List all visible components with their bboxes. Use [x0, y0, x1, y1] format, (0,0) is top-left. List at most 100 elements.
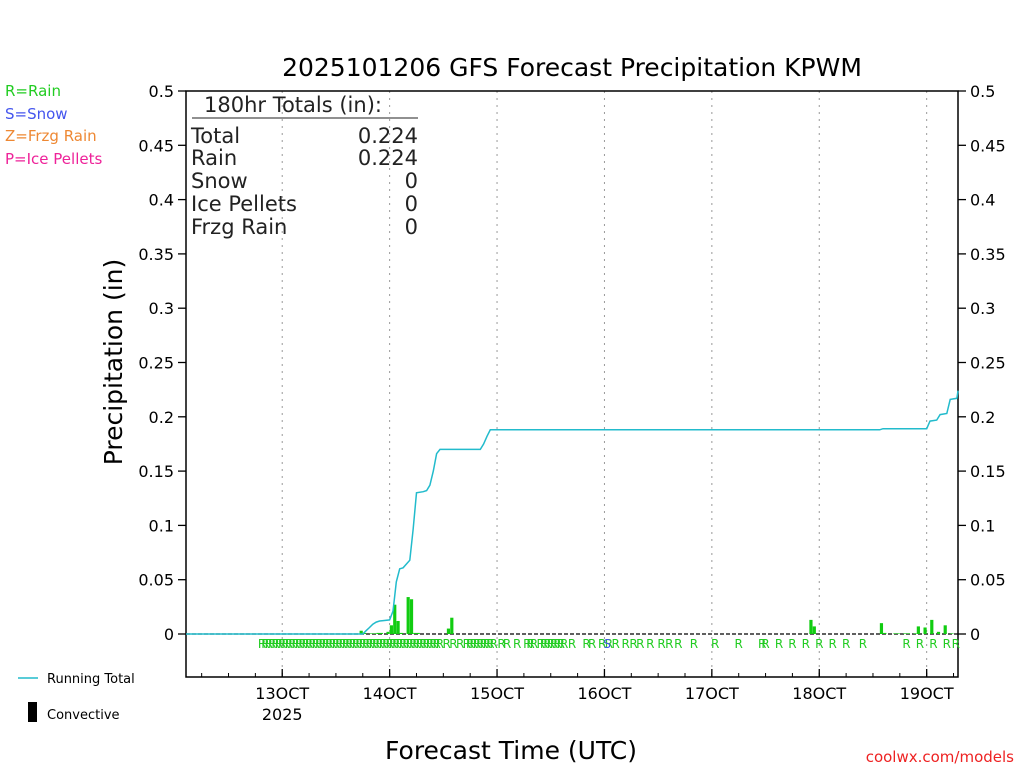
y-tick-label-right: 0.35 [970, 245, 1006, 264]
rain-marker: R [802, 637, 810, 651]
x-tick-label: 18OCT [792, 684, 846, 703]
chart-title: 2025101206 GFS Forecast Precipitation KP… [282, 53, 862, 82]
rain-marker: R [281, 637, 289, 651]
rain-marker: R [285, 637, 293, 651]
rain-marker: R [543, 637, 551, 651]
y-tick-label-left: 0.5 [149, 82, 174, 101]
precip-bar [916, 626, 920, 634]
rain-marker: R [409, 637, 417, 651]
rain-marker: R [530, 637, 538, 651]
rain-marker: R [302, 637, 310, 651]
rain-marker: R [389, 637, 397, 651]
precip-bar [406, 597, 410, 634]
rain-marker: R [929, 637, 937, 651]
precip-bar [930, 619, 934, 634]
totals-total-value: 0.224 [358, 124, 418, 148]
rain-marker: R [355, 637, 363, 651]
rain-marker: R [526, 637, 534, 651]
rain-marker: R [486, 637, 494, 651]
totals-frzg-value: 0 [405, 215, 418, 239]
rain-marker: R [328, 637, 336, 651]
rain-marker: R [463, 637, 471, 651]
rain-marker: R [540, 637, 548, 651]
rain-marker: R [859, 637, 867, 651]
precip-bar [893, 633, 897, 634]
rain-marker: R [436, 637, 444, 651]
y-tick-label-left: 0.05 [138, 571, 174, 590]
rain-marker: R [298, 637, 306, 651]
precip-bar [369, 633, 373, 634]
y-tick-label-right: 0.5 [970, 82, 995, 101]
y-tick-label-left: 0.4 [149, 191, 174, 210]
rain-marker: R [557, 637, 565, 651]
y-axis-right: 0 0.05 0.1 0.15 0.2 0.25 0.3 0.35 0.4 0.45 0.5 [958, 82, 1006, 644]
rain-marker: R [469, 637, 477, 651]
precip-bar [379, 632, 383, 634]
rain-marker: R [385, 637, 393, 651]
rain-marker: R [349, 637, 357, 651]
rain-marker: R [943, 637, 951, 651]
precip-bar [936, 631, 941, 634]
precip-bar [812, 626, 816, 634]
rain-marker: R [335, 637, 343, 651]
rain-marker: R [503, 637, 511, 651]
rain-marker: R [268, 637, 276, 651]
precip-bar [950, 633, 954, 634]
totals-frzg-label: Frzg Rain [191, 215, 287, 239]
rain-marker: R [318, 637, 326, 651]
rain-marker: R [646, 637, 654, 651]
rain-marker: R [842, 637, 850, 651]
totals-rain-value: 0.224 [358, 146, 418, 170]
rain-marker: R [338, 637, 346, 651]
credit-watermark: coolwx.com/models [866, 748, 1014, 766]
rain-marker: R [690, 637, 698, 651]
rain-marker: R [815, 637, 823, 651]
y-tick-label-left: 0.15 [138, 462, 174, 481]
rain-marker: R [473, 637, 481, 651]
rain-marker: R [636, 637, 644, 651]
x-tick-sublabel: 2025 [262, 705, 303, 724]
y-tick-label-right: 0.1 [970, 516, 995, 535]
rain-marker: R [483, 637, 491, 651]
rain-marker: R [758, 637, 766, 651]
rain-marker: R [305, 637, 313, 651]
y-tick-label-left: 0.2 [149, 408, 174, 427]
legend-ice-text: P=Ice Pellets [5, 150, 102, 168]
rain-marker: R [674, 637, 682, 651]
y-tick-label-left: 0.25 [138, 354, 174, 373]
precip-bar [450, 617, 454, 634]
rain-marker: R [278, 637, 286, 651]
rain-marker: R [761, 637, 769, 651]
rain-marker: R [288, 637, 296, 651]
totals-rain-label: Rain [191, 146, 237, 170]
running-total-line [186, 390, 959, 635]
precip-bar [903, 633, 907, 634]
rain-marker: R [588, 637, 596, 651]
rain-marker: R [422, 637, 430, 651]
running-total-legend-text: Running Total [47, 672, 135, 687]
rain-marker: R [322, 637, 330, 651]
rain-marker: R [582, 637, 590, 651]
snow-marker: S [603, 637, 611, 651]
rain-marker: R [295, 637, 303, 651]
precip-type-legend: R=Rain S=Snow Z=Frzg Rain P=Ice Pellets [5, 82, 102, 168]
rain-marker: R [497, 637, 505, 651]
rain-marker: R [362, 637, 370, 651]
rain-marker: R [375, 637, 383, 651]
rain-marker: R [568, 637, 576, 651]
y-tick-label-right: 0.45 [970, 136, 1006, 155]
y-tick-label-left: 0.45 [138, 136, 174, 155]
precip-bar [409, 599, 414, 634]
precip-bar [399, 632, 404, 634]
rain-marker: R [291, 637, 299, 651]
rain-marker: R [560, 637, 568, 651]
rain-marker: R [412, 637, 420, 651]
y-tick-label-right: 0 [970, 625, 980, 644]
rain-marker: R [902, 637, 910, 651]
rain-marker: R [553, 637, 561, 651]
precip-bars [359, 597, 954, 634]
rain-marker: R [365, 637, 373, 651]
rain-marker: R [258, 637, 266, 651]
rain-marker: R [523, 637, 531, 651]
